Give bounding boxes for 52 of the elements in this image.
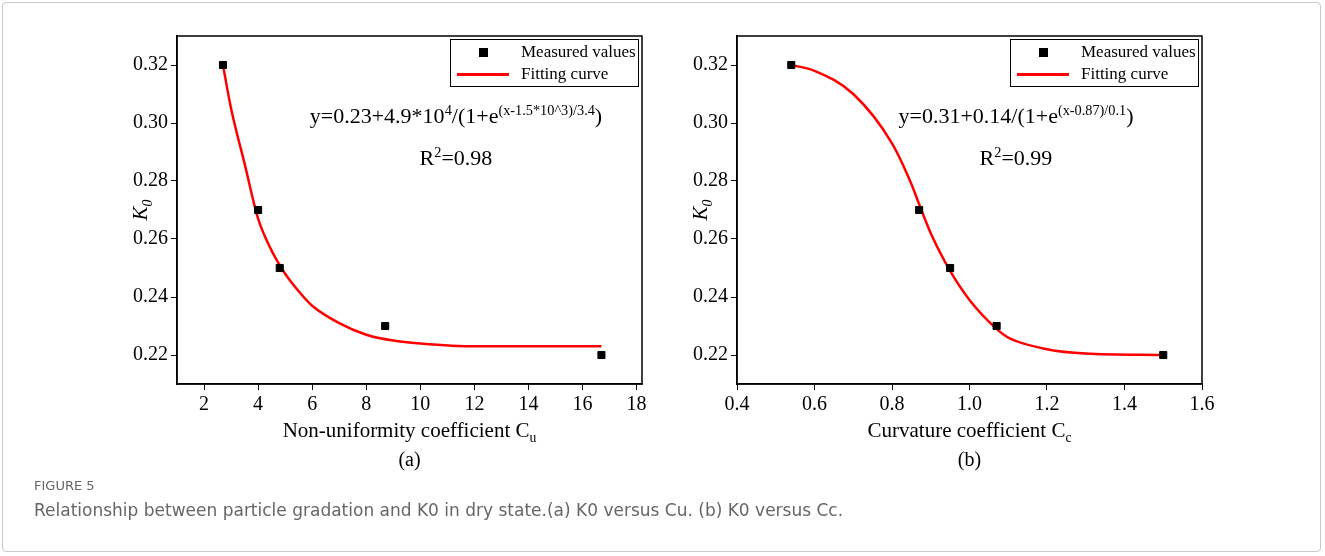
y-tick-label: 0.22 — [133, 342, 168, 365]
y-tick-label: 0.22 — [693, 342, 728, 365]
point — [275, 263, 284, 273]
x-tick-label: 18 — [626, 392, 647, 415]
y-tick-label: 0.30 — [133, 110, 168, 133]
x-tick-label: 1.0 — [957, 392, 982, 415]
point — [597, 350, 606, 360]
x-tick-label: 6 — [307, 392, 318, 415]
legend-label: Measured values — [521, 42, 636, 62]
caption: FIGURE 5 — [34, 478, 95, 493]
x-tick-label: 2 — [199, 392, 210, 415]
x-tick-label: 0.4 — [724, 392, 750, 415]
point — [254, 205, 263, 215]
y-tick-label: 0.30 — [693, 110, 728, 133]
point — [992, 321, 1001, 331]
point — [787, 60, 796, 70]
annotation: R$^{2}$=0.98 — [419, 143, 493, 172]
x-tick-label: 16 — [572, 392, 593, 415]
annotation: R$^{2}$=0.99 — [979, 143, 1053, 172]
text: (b) — [957, 448, 982, 471]
point — [946, 263, 955, 273]
point — [381, 321, 390, 331]
y-tick-label: 0.26 — [133, 226, 168, 249]
x-tick-label: 0.8 — [879, 392, 905, 415]
x-tick-label: 1.4 — [1112, 392, 1137, 415]
y-tick-label: 0.24 — [693, 284, 728, 307]
x-axis-title: Curvature coefficient C$_{c}$ — [867, 418, 1072, 447]
point — [218, 60, 227, 70]
y-tick-label: 0.24 — [133, 284, 168, 307]
legend-label: Fitting curve — [1081, 64, 1169, 84]
annotation: y=0.23+4.9*10$^{4}$/(1+e$^{(x-1.5*10^3)/3.4}$) — [309, 102, 603, 130]
x-axis-title: Non-uniformity coefficient C$_{u}$ — [282, 418, 537, 447]
x-tick-label: 0.6 — [802, 392, 827, 415]
point — [915, 205, 924, 215]
x-tick-label: 12 — [464, 392, 485, 415]
legend-label: Fitting curve — [521, 64, 609, 84]
y-tick-label: 0.32 — [693, 52, 728, 75]
x-tick-label: 8 — [361, 392, 372, 415]
text: Relationship between particle gradation and K0 in dry state.(a) K0 versus Cu. (b) K0 versus Cc. — [34, 500, 844, 520]
y-tick-label: 0.28 — [133, 168, 168, 191]
x-tick-label: 1.2 — [1034, 392, 1060, 415]
legend-label: Measured values — [1081, 42, 1196, 62]
x-tick-label: 4 — [253, 392, 264, 415]
y-tick-label: 0.26 — [693, 226, 728, 249]
x-tick-label: 10 — [410, 392, 431, 415]
y-tick-label: 0.28 — [693, 168, 728, 191]
x-tick-label: 1.6 — [1189, 392, 1215, 415]
annotation: y=0.31+0.14/(1+e$^{(x-0.87)/0.1}$) — [898, 102, 1134, 130]
y-tick-label: 0.32 — [133, 52, 168, 75]
x-tick-label: 14 — [518, 392, 539, 415]
point — [1159, 350, 1168, 360]
text: (a) — [398, 448, 421, 471]
